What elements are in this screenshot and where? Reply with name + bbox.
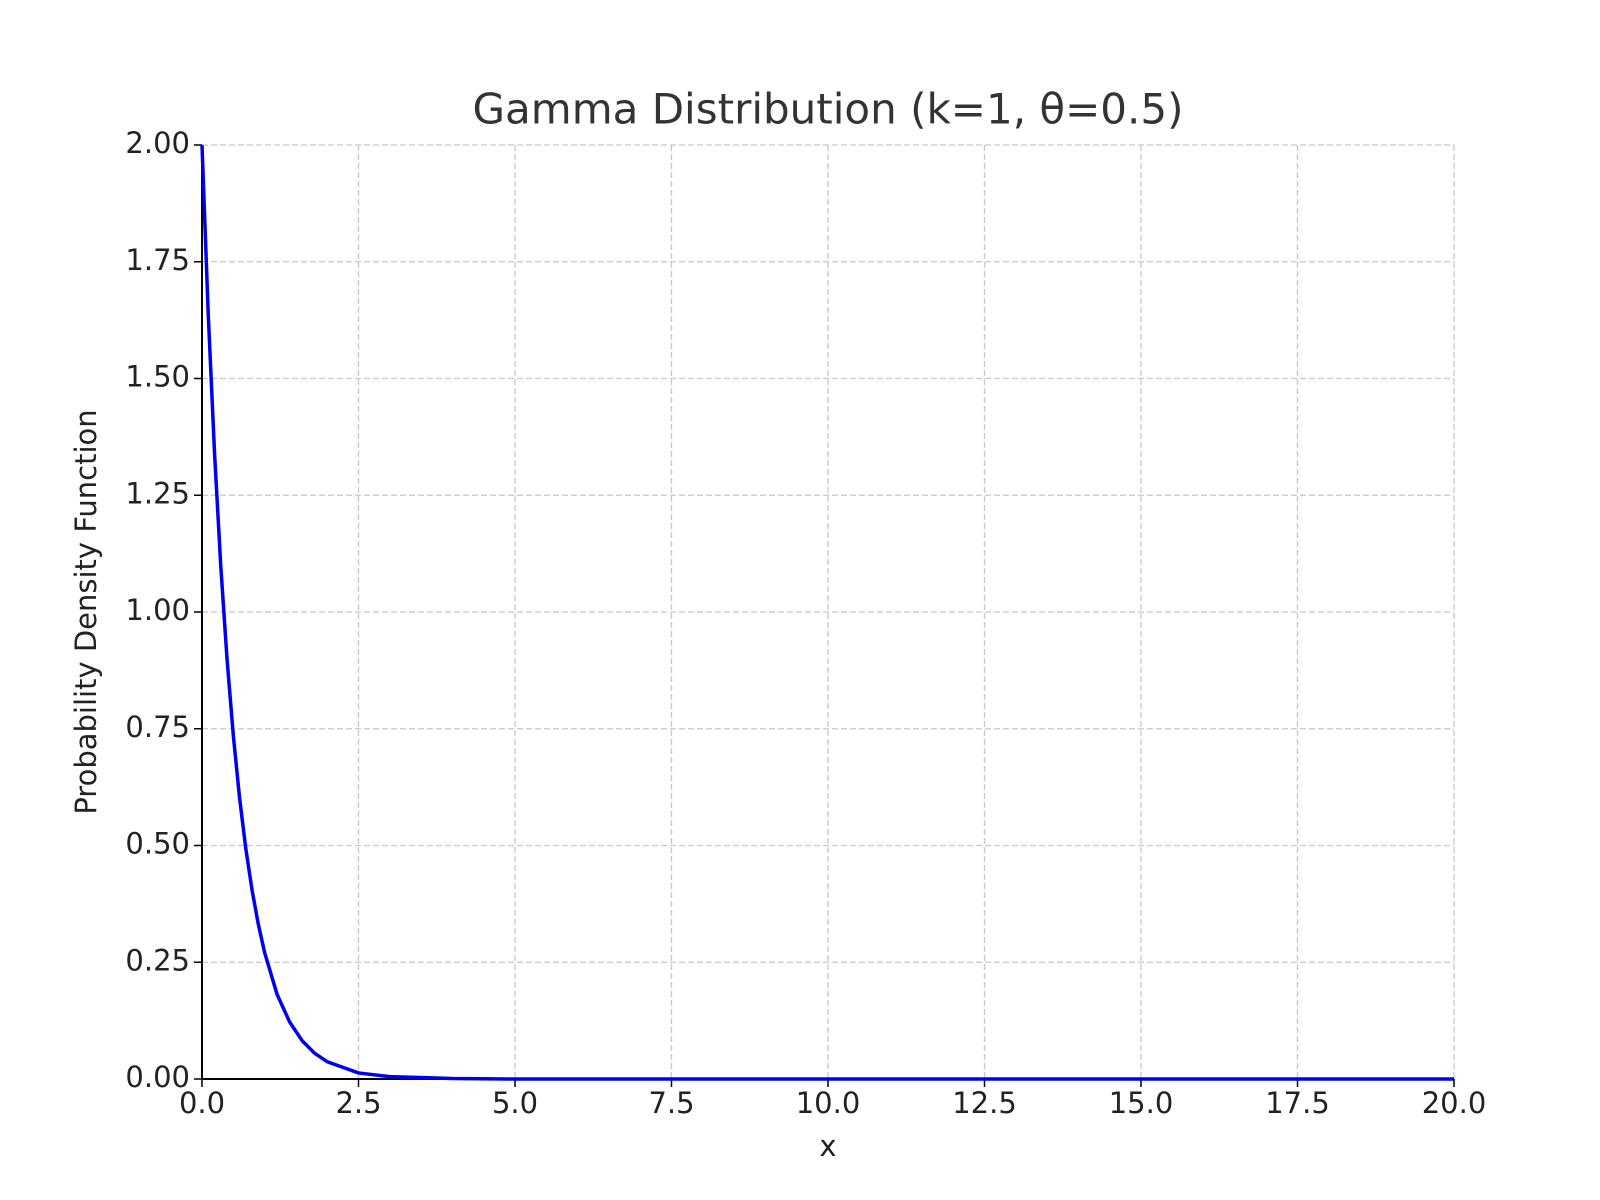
y-tick-label: 0.25	[125, 943, 190, 977]
x-axis-label: x	[819, 1129, 836, 1163]
y-tick-label: 1.25	[125, 476, 190, 510]
y-axis-label: Probability Density Function	[69, 409, 103, 814]
y-tick-label: 0.00	[125, 1060, 190, 1094]
y-tick-label: 0.50	[125, 827, 190, 861]
y-tick-label: 1.00	[125, 593, 190, 627]
x-tick-label: 20.0	[1422, 1086, 1487, 1120]
y-tick-label: 2.00	[125, 126, 190, 160]
x-tick-label: 2.5	[335, 1086, 381, 1120]
x-tick-label: 0.0	[179, 1086, 225, 1120]
x-tick-label: 10.0	[796, 1086, 861, 1120]
y-tick-label: 1.75	[125, 243, 190, 277]
y-tick-label: 0.75	[125, 710, 190, 744]
y-tick-label: 1.50	[125, 360, 190, 394]
chart-title: Gamma Distribution (k=1, θ=0.5)	[473, 85, 1184, 134]
x-tick-label: 12.5	[952, 1086, 1017, 1120]
x-tick-label: 15.0	[1109, 1086, 1174, 1120]
x-tick-label: 7.5	[648, 1086, 694, 1120]
x-tick-label: 5.0	[492, 1086, 538, 1120]
x-tick-label: 17.5	[1265, 1086, 1330, 1120]
line-series	[200, 144, 1454, 1081]
